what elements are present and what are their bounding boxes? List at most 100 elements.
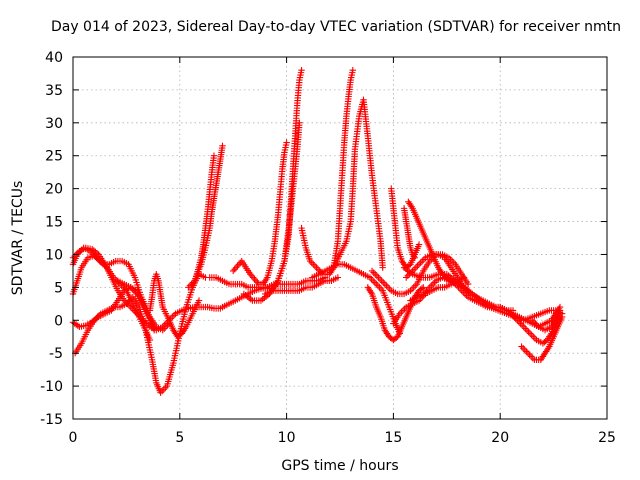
x-axis-tick-labels: 0 5 10 15 20 25	[69, 430, 616, 446]
data-point-marker	[429, 280, 437, 288]
data-point-marker	[376, 275, 384, 283]
data-point-marker	[411, 254, 418, 261]
series-pass-28	[518, 313, 566, 363]
data-point-marker	[464, 280, 472, 288]
data-points	[69, 66, 566, 396]
data-point-marker	[520, 323, 527, 331]
series-pass-17	[330, 96, 386, 271]
series-pass-30	[529, 307, 564, 334]
data-point-marker	[252, 277, 260, 284]
data-point-marker	[369, 277, 377, 284]
x-tick-label: 20	[491, 430, 509, 446]
data-point-marker	[296, 119, 303, 127]
data-point-marker	[251, 275, 258, 283]
axis-ticks	[72, 56, 608, 420]
data-point-marker	[414, 262, 421, 270]
data-point-marker	[526, 351, 533, 359]
series-pass-11	[219, 274, 329, 311]
data-point-marker	[404, 272, 412, 280]
y-tick-label: -15	[40, 412, 63, 428]
data-point-marker	[419, 257, 426, 265]
data-point-marker	[219, 142, 226, 150]
data-point-marker	[161, 325, 168, 332]
data-point-marker	[150, 326, 158, 334]
data-point-marker	[232, 264, 240, 271]
data-point-marker	[518, 322, 526, 329]
data-point-marker	[373, 280, 380, 288]
data-point-marker	[518, 343, 525, 350]
data-point-marker	[254, 279, 261, 286]
data-point-marker	[195, 297, 203, 304]
series-pass-24	[390, 274, 468, 327]
y-axis-label: SDTVAR / TECUs	[10, 181, 26, 296]
data-point-marker	[412, 264, 420, 271]
y-tick-label: 15	[45, 215, 63, 231]
data-point-marker	[371, 279, 378, 286]
data-point-marker	[460, 274, 468, 281]
data-point-marker	[383, 282, 390, 289]
data-point-marker	[519, 345, 527, 352]
data-point-marker	[403, 274, 410, 281]
series-pass-07	[146, 271, 203, 340]
series-pass-26	[405, 198, 472, 294]
data-point-marker	[526, 330, 534, 337]
data-point-marker	[311, 262, 319, 270]
data-point-marker	[556, 307, 564, 314]
data-point-marker	[160, 386, 167, 393]
data-point-marker	[529, 354, 536, 362]
data-point-marker	[370, 269, 377, 276]
x-tick-label: 5	[175, 430, 184, 446]
data-point-marker	[298, 66, 305, 74]
y-tick-label: -10	[40, 379, 63, 395]
data-point-marker	[464, 287, 472, 294]
data-point-marker	[384, 284, 392, 291]
data-point-marker	[334, 274, 342, 281]
series-pass-09	[189, 152, 218, 291]
y-tick-label: -5	[49, 346, 63, 362]
data-point-marker	[375, 274, 382, 281]
y-tick-label: 10	[45, 247, 63, 263]
data-point-marker	[418, 285, 426, 292]
data-point-marker	[517, 320, 524, 327]
data-point-marker	[523, 326, 531, 334]
x-tick-label: 15	[384, 430, 402, 446]
data-point-marker	[373, 272, 381, 280]
data-point-marker	[420, 284, 427, 291]
y-tick-label: 25	[45, 149, 63, 165]
data-point-marker	[522, 325, 529, 332]
data-point-marker	[524, 349, 532, 357]
series-pass-12	[230, 139, 290, 288]
series-pass-06	[114, 277, 173, 334]
series-pass-21	[400, 205, 418, 261]
data-point-marker	[381, 280, 389, 288]
series-pass-14	[262, 119, 303, 298]
data-point-marker	[450, 279, 458, 287]
data-point-marker	[376, 284, 383, 291]
data-point-marker	[410, 284, 417, 291]
data-point-marker	[368, 267, 376, 275]
data-point-marker	[313, 264, 320, 271]
data-point-marker	[231, 266, 238, 273]
data-point-marker	[283, 139, 290, 146]
data-point-marker	[378, 277, 385, 284]
data-point-marker	[310, 261, 317, 268]
x-tick-label: 0	[69, 430, 78, 446]
data-point-marker	[372, 271, 379, 278]
series-pass-20	[388, 185, 423, 271]
plot-frame	[72, 56, 608, 420]
data-point-marker	[374, 282, 382, 289]
y-tick-label: 20	[45, 182, 63, 198]
y-tick-label: 30	[45, 116, 63, 132]
data-point-marker	[521, 346, 528, 354]
data-point-marker	[528, 331, 535, 339]
y-tick-label: 0	[54, 313, 63, 329]
series-pass-16	[309, 261, 404, 337]
x-tick-label: 25	[598, 430, 616, 446]
data-point-marker	[398, 308, 405, 316]
x-axis-label: GPS time / hours	[281, 458, 398, 474]
y-tick-label: 5	[54, 280, 63, 296]
chart-title: Day 014 of 2023, Sidereal Day-to-day VTE…	[51, 19, 621, 35]
data-point-marker	[349, 66, 357, 74]
data-point-marker	[417, 259, 424, 266]
